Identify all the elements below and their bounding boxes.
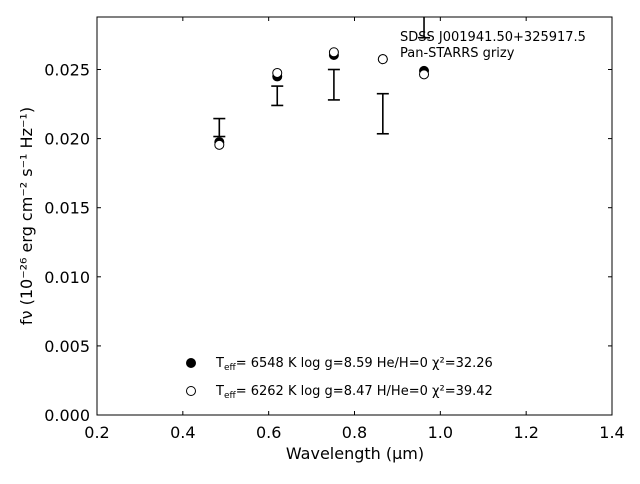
annotation-filters: Pan-STARRS grizy: [400, 46, 515, 61]
x-tick-label: 0.8: [342, 423, 367, 442]
legend-marker-filled: [186, 358, 196, 368]
legend-entry-1-teff: T: [215, 356, 224, 371]
y-tick-label: 0.010: [44, 268, 90, 287]
x-tick-label: 0.6: [256, 423, 281, 442]
model-point-open: [272, 67, 283, 78]
observed-errorbar: [213, 117, 226, 138]
y-tick-label: 0.015: [44, 199, 90, 218]
legend-entry-1: Teff= 6548 K log g=8.59 He/H=0 χ²=32.26: [215, 356, 493, 373]
model-point-open: [377, 54, 388, 65]
plot-marks: [213, 17, 431, 150]
observed-errorbar: [271, 85, 284, 107]
legend: Teff= 6548 K log g=8.59 He/H=0 χ²=32.26 …: [186, 356, 493, 401]
plot-layer: [213, 17, 431, 150]
x-tick-label: 1.4: [599, 423, 624, 442]
y-tick-label: 0.000: [44, 406, 90, 425]
legend-entry-2-teff: T: [215, 384, 224, 399]
x-tick-label: 0.4: [170, 423, 195, 442]
legend-entry-2: Teff= 6262 K log g=8.47 H/He=0 χ²=39.42: [215, 384, 493, 401]
legend-entry-1-teff-sub: eff: [224, 363, 237, 373]
annotation-object-name: SDSS J001941.50+325917.5: [400, 30, 586, 45]
axis-ticks: 0.2 0.4 0.6 0.8 1.0 1.2 1.4 0.000 0.005 0.010 0.01…: [44, 17, 625, 442]
legend-entry-1-text: = 6548 K log g=8.59 He/H=0 χ²=32.26: [236, 356, 493, 371]
legend-marker-open: [186, 386, 196, 396]
observed-errorbar: [327, 68, 340, 101]
y-axis-label: fν (10⁻²⁶ erg cm⁻² s⁻¹ Hz⁻¹): [17, 107, 36, 325]
y-tick-label: 0.005: [44, 337, 90, 356]
model-point-open: [419, 69, 430, 80]
y-tick-label: 0.025: [44, 61, 90, 80]
x-tick-label: 0.2: [84, 423, 109, 442]
legend-entry-2-text: = 6262 K log g=8.47 H/He=0 χ²=39.42: [236, 384, 493, 399]
x-axis-label: Wavelength (μm): [286, 444, 424, 463]
x-tick-label: 1.2: [513, 423, 538, 442]
model-point-open: [328, 47, 339, 58]
x-tick-label: 1.0: [428, 423, 453, 442]
legend-entry-2-teff-sub: eff: [224, 391, 237, 401]
observed-errorbar: [376, 92, 389, 135]
model-point-open: [214, 139, 225, 150]
y-tick-label: 0.020: [44, 130, 90, 149]
